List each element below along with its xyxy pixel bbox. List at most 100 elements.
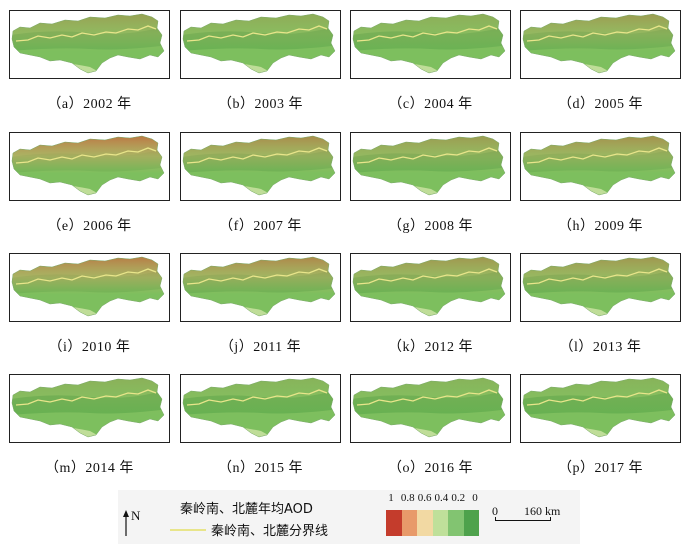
panel-caption: （e）2006 年	[47, 219, 132, 234]
ramp-tick-label: 0.6	[417, 492, 432, 504]
map-frame	[180, 374, 341, 443]
aod-map	[11, 13, 165, 74]
north-arrow-icon	[123, 510, 129, 536]
panel-caption: （a）2002 年	[47, 97, 132, 112]
map-frame	[520, 253, 681, 322]
map-panel: （j）2011 年	[180, 253, 341, 358]
map-panel: （d）2005 年	[520, 10, 681, 115]
boundary-line-label: 秦岭南、北麓分界线	[211, 524, 329, 539]
panel-caption: （h）2009 年	[558, 219, 643, 234]
ramp-swatch	[432, 510, 448, 536]
north-south-boundary-line	[526, 268, 668, 285]
ramp-tick-label: 0.4	[434, 492, 449, 504]
north-south-boundary-line	[186, 25, 328, 42]
panel-caption: （m）2014 年	[45, 461, 134, 476]
map-frame	[9, 253, 170, 322]
ramp-tick-label: 1	[388, 492, 394, 504]
panel-caption: （g）2008 年	[388, 219, 473, 234]
aod-map	[182, 135, 336, 196]
aod-map-grid: （a）2002 年 （b）2003 年 （c）2004 年 （d）2005 年 （e）2…	[9, 10, 681, 479]
north-south-boundary-line	[526, 147, 668, 164]
aod-map	[11, 135, 165, 196]
map-panel: （g）2008 年	[350, 132, 511, 237]
map-frame	[180, 10, 341, 79]
ramp-tick-label: 0.2	[451, 492, 466, 504]
ramp-tick-label: 0	[472, 492, 478, 504]
ramp-swatch	[417, 510, 433, 536]
aod-map	[11, 256, 165, 317]
legend-title: 秦岭南、北麓年均AOD	[180, 502, 313, 517]
north-south-boundary-line	[356, 147, 498, 164]
aod-map	[182, 13, 336, 74]
aod-map	[352, 135, 506, 196]
map-frame	[9, 10, 170, 79]
map-frame	[9, 374, 170, 443]
map-frame	[520, 374, 681, 443]
map-frame	[350, 253, 511, 322]
north-south-boundary-line	[356, 25, 498, 42]
ramp-swatch	[386, 510, 402, 536]
aod-map	[182, 256, 336, 317]
north-south-boundary-line	[15, 147, 157, 164]
map-frame	[350, 10, 511, 79]
aod-map	[522, 377, 676, 438]
map-panel: （b）2003 年	[180, 10, 341, 115]
panel-caption: （f）2007 年	[219, 219, 302, 234]
north-south-boundary-line	[15, 389, 157, 406]
north-south-boundary-line	[186, 268, 328, 285]
north-south-boundary-line	[356, 268, 498, 285]
ramp-swatch	[448, 510, 464, 536]
map-panel: （l）2013 年	[520, 253, 681, 358]
map-panel: （i）2010 年	[9, 253, 170, 358]
aod-map	[522, 256, 676, 317]
map-panel: （n）2015 年	[180, 374, 341, 479]
aod-map	[352, 256, 506, 317]
map-panel: （o）2016 年	[350, 374, 511, 479]
north-south-boundary-line	[186, 147, 328, 164]
north-south-boundary-line	[526, 25, 668, 42]
north-south-boundary-line	[526, 389, 668, 406]
map-frame	[180, 132, 341, 201]
panel-caption: （k）2012 年	[388, 340, 473, 355]
map-panel: （k）2012 年	[350, 253, 511, 358]
aod-map	[522, 135, 676, 196]
map-panel: （h）2009 年	[520, 132, 681, 237]
map-frame	[350, 374, 511, 443]
aod-map	[352, 377, 506, 438]
north-label: N	[131, 508, 141, 523]
aod-map	[11, 377, 165, 438]
panel-caption: （o）2016 年	[388, 461, 473, 476]
color-ramp	[386, 510, 479, 536]
ramp-tick-label: 0.8	[400, 492, 415, 504]
map-legend: N 秦岭南、北麓年均AOD 秦岭南、北麓分界线 1 0.8 0.6 0.4 0.2 0 0…	[118, 490, 580, 544]
map-frame	[520, 132, 681, 201]
map-panel: （f）2007 年	[180, 132, 341, 237]
ramp-swatch	[463, 510, 479, 536]
map-frame	[520, 10, 681, 79]
ramp-swatch	[401, 510, 417, 536]
panel-caption: （p）2017 年	[558, 461, 643, 476]
panel-caption: （b）2003 年	[218, 97, 303, 112]
map-frame	[9, 132, 170, 201]
panel-caption: （d）2005 年	[558, 97, 643, 112]
aod-map	[182, 377, 336, 438]
color-ramp-ticks: 1 0.8 0.6 0.4 0.2 0	[383, 492, 483, 506]
panel-caption: （l）2013 年	[559, 340, 642, 355]
aod-map	[522, 13, 676, 74]
map-panel: （m）2014 年	[9, 374, 170, 479]
north-south-boundary-line	[356, 389, 498, 406]
scale-bar-line	[495, 517, 551, 521]
scale-distance-label: 160 km	[524, 504, 561, 518]
map-panel: （p）2017 年	[520, 374, 681, 479]
north-arrow: N	[122, 508, 148, 538]
map-panel: （a）2002 年	[9, 10, 170, 115]
map-panel: （c）2004 年	[350, 10, 511, 115]
map-frame	[180, 253, 341, 322]
north-south-boundary-line	[186, 389, 328, 406]
panel-caption: （n）2015 年	[218, 461, 303, 476]
north-south-boundary-line	[15, 268, 157, 285]
boundary-line-swatch	[170, 529, 206, 531]
panel-caption: （j）2011 年	[219, 340, 302, 355]
map-panel: （e）2006 年	[9, 132, 170, 237]
scale-zero-label: 0	[492, 504, 498, 518]
